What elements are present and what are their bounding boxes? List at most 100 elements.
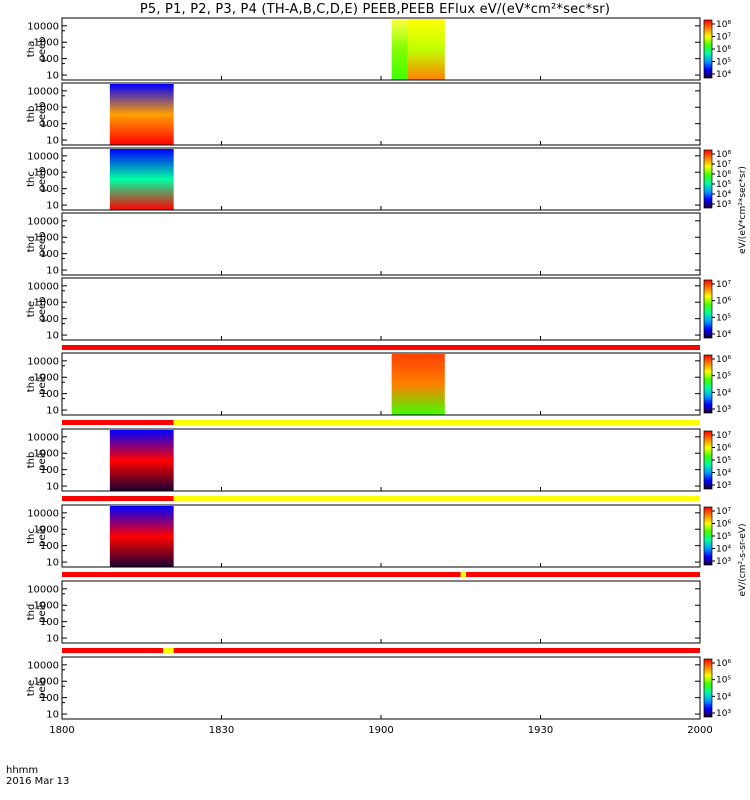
x-tick-label: 1830 — [209, 725, 234, 736]
y-tick-label: 1000 — [34, 38, 59, 49]
spectrogram-block — [407, 19, 445, 80]
panel-ylabel: thcpeeb — [26, 167, 48, 192]
spectrogram-block — [391, 19, 408, 80]
time-format-label: hhmm — [6, 765, 39, 776]
y-tick-label: 100 — [40, 314, 59, 325]
colorbar-tick-label: 10⁶ — [716, 170, 731, 180]
colorbar-tick-label: 10⁴ — [716, 70, 731, 80]
colorbar-tick-label: 10⁴ — [716, 545, 731, 555]
panel-ylabel: thapeeb — [26, 37, 48, 62]
x-tick-label: 1900 — [368, 725, 393, 736]
colorbar-tick-label: 10⁶ — [716, 297, 731, 307]
y-tick-label: 1000 — [34, 449, 59, 460]
colorbar-tick-label: 10⁶ — [716, 520, 731, 530]
y-tick-label: 10 — [46, 266, 59, 277]
colorbar-tick-label: 10⁷ — [716, 431, 731, 441]
mode-bar — [62, 345, 700, 350]
y-tick-label: 100 — [40, 389, 59, 400]
panel-thc_peib: 10 100 1000 10000 thcpeib — [26, 504, 701, 569]
colorbar-scale — [703, 354, 713, 414]
panel-tha_peeb: 10 100 1000 10000 thapeeb — [26, 17, 701, 82]
panel-ylabel: thcpeib — [26, 525, 48, 547]
colorbar-tick-label: 10⁴ — [716, 692, 731, 702]
y-tick-label: 10 — [46, 136, 59, 147]
panel-ylabel: thbpeeb — [26, 102, 48, 127]
y-tick-label: 10000 — [27, 584, 59, 595]
y-tick-label: 10 — [46, 634, 59, 645]
y-tick-label: 10000 — [27, 660, 59, 671]
mode-bar-segment — [173, 648, 700, 653]
mode-bar-segment — [173, 420, 700, 425]
colorbar-tick-label: 10⁴ — [716, 190, 731, 200]
colorbar-tick-label: 10⁷ — [716, 33, 731, 43]
colorbar-scale — [703, 658, 713, 718]
panel-frame — [61, 352, 701, 416]
chart-title: P5, P1, P2, P3, P4 (TH-A,B,C,D,E) PEEB,P… — [139, 2, 611, 17]
y-tick-label: 1000 — [34, 373, 59, 384]
colorbar-tick-label: 10⁵ — [716, 532, 731, 542]
y-tick-label: 10 — [46, 71, 59, 82]
y-tick-label: 10 — [46, 710, 59, 721]
y-tick-label: 10 — [46, 201, 59, 212]
y-tick-label: 100 — [40, 54, 59, 65]
panel-ylabel: thdpeeb — [26, 232, 48, 257]
mode-bar-segment — [62, 496, 174, 501]
y-tick-label: 1000 — [34, 233, 59, 244]
y-tick-label: 1000 — [34, 168, 59, 179]
colorbar-scale — [703, 279, 713, 339]
mode-bar-segment — [62, 345, 700, 350]
colorbar-tick-label: 10³ — [716, 200, 731, 210]
colorbar-units-label: eV/(cm²-s-sr-eV) — [738, 523, 748, 596]
y-tick-label: 10000 — [27, 356, 59, 367]
panel-the_peib: 10 100 1000 10000 thepeib — [26, 656, 701, 721]
y-tick-label: 1000 — [34, 298, 59, 309]
colorbar-tha_peeb: 10⁸ 10⁷ 10⁶ 10⁵ 10⁴ — [703, 19, 731, 80]
y-tick-label: 10000 — [27, 432, 59, 443]
y-tick-label: 10000 — [27, 86, 59, 97]
panel-ylabel: thapeib — [26, 373, 48, 395]
colorbar-tick-label: 10⁸ — [716, 20, 731, 30]
y-tick-label: 1000 — [34, 601, 59, 612]
colorbar-tick-label: 10⁷ — [716, 160, 731, 170]
colorbar-tick-label: 10³ — [716, 481, 731, 491]
panel-frame — [61, 656, 701, 720]
y-tick-label: 1000 — [34, 677, 59, 688]
panel-thd_peib: 10 100 1000 10000 thdpeib — [26, 580, 701, 645]
colorbar-tick-label: 10⁵ — [716, 180, 731, 190]
colorbar-tick-label: 10⁶ — [716, 444, 731, 454]
x-axis-footer: hhmm 2016 Mar 13 — [6, 765, 69, 787]
panel-frame — [61, 212, 701, 276]
y-tick-label: 100 — [40, 184, 59, 195]
panel-tha_peib: 10 100 1000 10000 thapeib — [26, 352, 701, 417]
colorbar-tick-label: 10⁷ — [716, 280, 731, 290]
spectrogram-block — [109, 430, 174, 491]
panel-ylabel: thbpeib — [26, 449, 48, 471]
colorbar-tick-label: 10⁵ — [716, 456, 731, 466]
colorbar-tick-label: 10⁷ — [716, 507, 731, 517]
colorbar-tick-label: 10⁸ — [716, 150, 731, 160]
panel-ylabel: thdpeib — [26, 601, 48, 623]
spectrogram-block — [109, 149, 174, 210]
mode-bar-segment — [62, 648, 164, 653]
mode-bar-segment — [460, 572, 467, 577]
colorbar-units-label: eV/(eV*cm²*sec*sr) — [738, 166, 748, 254]
colorbar-tick-label: 10⁵ — [716, 313, 731, 323]
panel-ylabel: thepeeb — [26, 297, 48, 322]
colorbar-tha_peib: 10⁶ 10⁵ 10⁴ 10³ — [703, 354, 731, 415]
colorbar-scale — [703, 506, 713, 566]
y-tick-label: 100 — [40, 249, 59, 260]
y-tick-label: 10000 — [27, 216, 59, 227]
y-tick-label: 100 — [40, 119, 59, 130]
spectrogram-block — [391, 354, 445, 415]
colorbar-tick-label: 10⁶ — [716, 45, 731, 55]
colorbar-tick-label: 10⁴ — [716, 388, 731, 398]
colorbar-tick-label: 10⁴ — [716, 330, 731, 340]
y-tick-label: 100 — [40, 541, 59, 552]
panel-thd_peeb: 10 100 1000 10000 thdpeeb — [26, 212, 701, 277]
mode-bar-segment — [466, 572, 700, 577]
y-tick-label: 10000 — [27, 21, 59, 32]
y-tick-label: 10 — [46, 406, 59, 417]
date-label: 2016 Mar 13 — [6, 776, 70, 787]
colorbar-thb_peib: 10⁷ 10⁶ 10⁵ 10⁴ 10³ — [703, 430, 731, 491]
